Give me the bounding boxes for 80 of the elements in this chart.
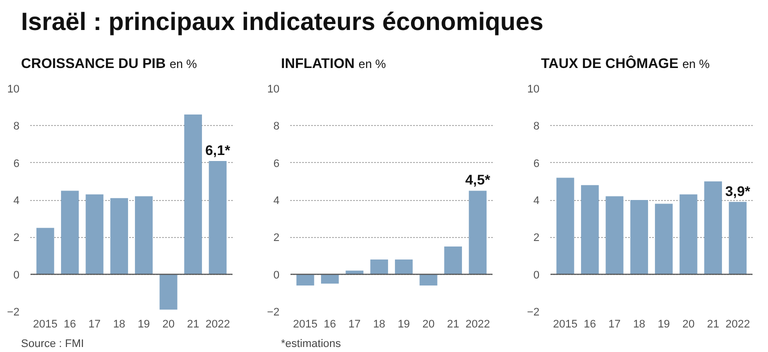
bar [61, 190, 79, 274]
y-tick-label: 4 [13, 195, 20, 207]
y-tick-label: 6 [533, 158, 540, 170]
x-tick-label: 17 [608, 318, 621, 330]
bar [36, 228, 54, 274]
bar [581, 185, 599, 274]
data-label: 6,1* [205, 142, 231, 158]
y-tick-label: 2 [13, 232, 20, 244]
y-tick-label: −2 [266, 306, 280, 318]
y-tick-label: 4 [533, 195, 540, 207]
source-note: Source : FMI [21, 337, 84, 352]
x-tick-label: 16 [584, 318, 596, 330]
x-tick-label: 20 [162, 318, 175, 330]
x-tick-label: 19 [138, 318, 150, 330]
chart-title: TAUX DE CHÔMAGE [541, 55, 678, 71]
bar [444, 246, 462, 274]
y-tick-label: −2 [6, 306, 20, 318]
y-tick-label: 8 [13, 120, 20, 133]
x-tick-label: 18 [113, 318, 126, 330]
x-tick-label: 21 [706, 318, 720, 330]
y-tick-label: 4 [273, 195, 280, 207]
chart-subtitle: en % [170, 57, 197, 71]
bar [556, 178, 574, 274]
bar [208, 160, 227, 274]
y-tick-label: 2 [533, 232, 540, 244]
x-tick-label: 2022 [205, 318, 230, 330]
chart-title: INFLATION [281, 55, 355, 71]
y-tick-label: 8 [533, 120, 540, 133]
bar [468, 190, 487, 274]
bar [184, 114, 202, 274]
y-tick-label: 6 [273, 158, 280, 170]
bar [394, 259, 413, 274]
x-tick-label: 17 [88, 318, 101, 330]
y-tick-label: 10 [7, 84, 20, 96]
bar [420, 274, 438, 286]
y-tick-label: 2 [273, 232, 280, 244]
bar [654, 204, 673, 274]
bar [110, 198, 128, 274]
bar [704, 181, 722, 274]
chart-subtitle: en % [358, 57, 386, 71]
x-tick-label: 21 [186, 318, 200, 330]
x-tick-label: 18 [373, 318, 386, 330]
x-tick-label: 2015 [293, 318, 318, 330]
x-tick-label: 2015 [553, 318, 578, 330]
bar [86, 194, 104, 274]
data-label: 4,5* [465, 172, 491, 188]
x-tick-label: 18 [633, 318, 646, 330]
y-tick-label: −2 [526, 306, 540, 318]
x-tick-label: 20 [682, 318, 695, 330]
bar [160, 274, 178, 310]
bar [370, 259, 388, 274]
y-tick-label: 10 [527, 84, 540, 96]
y-tick-label: 0 [13, 269, 20, 282]
x-tick-label: 19 [658, 318, 670, 330]
x-tick-label: 19 [398, 318, 410, 330]
bar [680, 194, 698, 274]
x-tick-label: 20 [422, 318, 435, 330]
x-tick-label: 16 [64, 318, 76, 330]
y-tick-label: 10 [267, 84, 280, 96]
bar [606, 196, 624, 274]
y-tick-label: 8 [273, 120, 280, 133]
y-tick-label: 6 [13, 158, 20, 170]
x-tick-label: 16 [324, 318, 336, 330]
bar [134, 196, 153, 274]
x-tick-label: 2022 [725, 318, 750, 330]
x-tick-label: 2015 [33, 318, 58, 330]
y-tick-label: 0 [273, 269, 280, 282]
bar [321, 274, 339, 284]
x-tick-label: 21 [446, 318, 460, 330]
y-tick-label: 0 [533, 269, 540, 282]
bar [296, 274, 314, 286]
chart-subtitle: en % [682, 57, 710, 71]
text: *estimations [281, 337, 341, 352]
x-tick-label: 17 [348, 318, 361, 330]
chart-title: CROISSANCE DU PIB [21, 55, 166, 71]
bar [728, 202, 747, 274]
text: Israël : principaux indicateurs économiques [21, 7, 544, 38]
data-label: 3,9* [725, 182, 751, 199]
x-tick-label: 2022 [465, 318, 490, 330]
bar [630, 200, 648, 274]
